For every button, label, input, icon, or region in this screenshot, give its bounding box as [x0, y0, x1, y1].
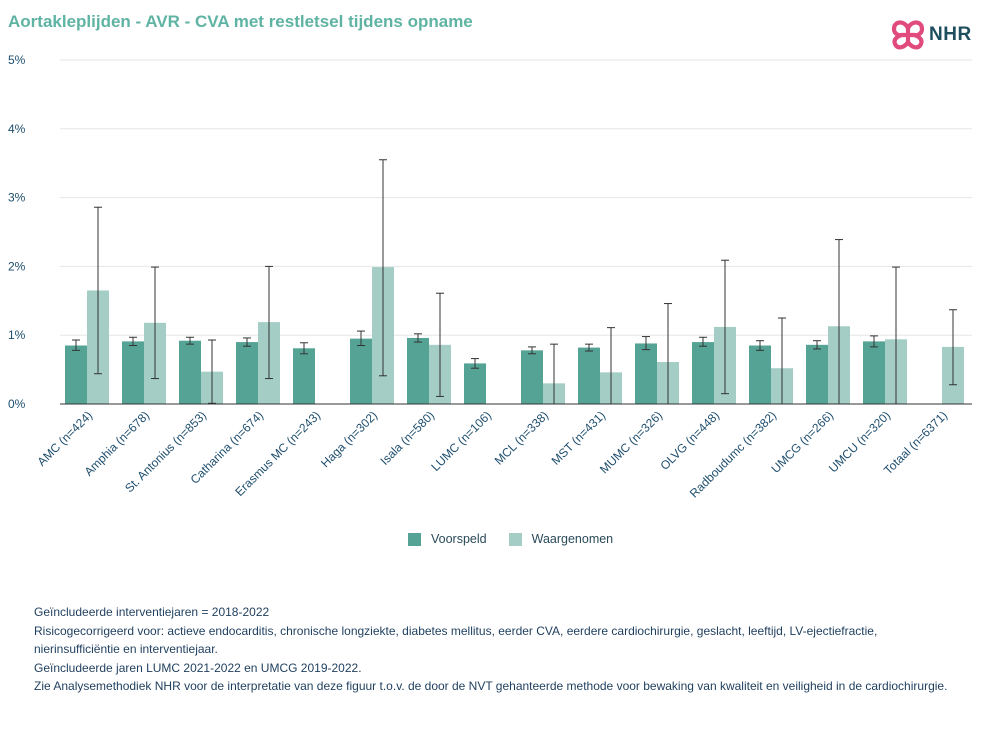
bar-voorspeld: [464, 363, 486, 404]
error-bar-voorspeld: [870, 335, 878, 348]
error-bar-voorspeld: [585, 343, 593, 352]
error-bar-waargenomen: [379, 159, 387, 377]
footnote-years: Geïncludeerde interventiejaren = 2018-20…: [34, 605, 270, 619]
error-bar-waargenomen: [151, 266, 159, 380]
bar-voorspeld: [863, 341, 885, 404]
x-tick-label: AMC (n=424): [35, 408, 96, 469]
nhr-logo[interactable]: NHR: [890, 18, 972, 52]
bar-voorspeld: [521, 350, 543, 404]
bar-voorspeld: [578, 347, 600, 404]
bar-voorspeld: [236, 342, 258, 404]
x-tick-label: Isala (n=580): [377, 408, 437, 468]
footnote-methodology: Zie Analysemethodiek NHR voor de interpr…: [34, 679, 948, 693]
chart-title: Aortakleplijden - AVR - CVA met restlets…: [8, 12, 473, 31]
legend-item-waargenomen[interactable]: Waargenomen: [508, 532, 614, 546]
y-tick-label: 2%: [8, 259, 26, 273]
error-bar-waargenomen: [436, 292, 444, 397]
error-bar-voorspeld: [243, 337, 251, 347]
error-bar-voorspeld: [72, 339, 80, 351]
y-tick-label: 0%: [8, 397, 26, 411]
error-bar-voorspeld: [129, 336, 137, 347]
x-tick-label: MST (n=431): [549, 408, 609, 468]
error-bar-waargenomen: [949, 309, 957, 386]
error-bar-waargenomen: [721, 259, 729, 395]
legend-label-voorspeld: Voorspeld: [431, 532, 487, 546]
logo-text: NHR: [929, 24, 972, 45]
error-bar-waargenomen: [208, 339, 216, 404]
footnotes: Geïncludeerde interventiejaren = 2018-20…: [34, 603, 954, 696]
error-bar-voorspeld: [357, 330, 365, 347]
error-bar-waargenomen: [265, 265, 273, 380]
error-bar-voorspeld: [699, 336, 707, 347]
x-tick-label: MCL (n=338): [492, 408, 551, 467]
bar-voorspeld: [749, 345, 771, 404]
error-bar-voorspeld: [414, 333, 422, 343]
x-tick-label: OLVG (n=448): [657, 408, 722, 473]
error-bar-voorspeld: [813, 340, 821, 350]
y-tick-label: 5%: [8, 53, 26, 67]
bar-voorspeld: [293, 348, 315, 404]
bar-voorspeld: [692, 342, 714, 404]
footnote-risk-adjustment: Risicogecorrigeerd voor: actieve endocar…: [34, 623, 878, 657]
x-tick-label: Haga (n=302): [318, 408, 380, 470]
error-bar-voorspeld: [642, 336, 650, 351]
bar-voorspeld: [806, 344, 828, 404]
legend-swatch-waargenomen: [508, 532, 522, 546]
error-bar-voorspeld: [756, 340, 764, 351]
bar-voorspeld: [122, 341, 144, 404]
error-bar-waargenomen: [94, 206, 102, 375]
error-bar-voorspeld: [528, 346, 536, 355]
bar-voorspeld: [179, 340, 201, 404]
x-tick-label: LUMC (n=106): [428, 408, 494, 474]
error-bar-voorspeld: [471, 358, 479, 369]
legend-label-waargenomen: Waargenomen: [531, 532, 614, 546]
y-tick-label: 1%: [8, 328, 26, 342]
error-bar-voorspeld: [300, 342, 308, 355]
error-bar-voorspeld: [186, 336, 194, 345]
bar-voorspeld: [350, 338, 372, 404]
nhr-heart-knot-icon: [891, 20, 925, 50]
y-tick-label: 4%: [8, 122, 26, 136]
y-tick-label: 3%: [8, 191, 26, 205]
bar-voorspeld: [407, 337, 429, 404]
legend-swatch-voorspeld: [408, 532, 421, 546]
legend-item-voorspeld[interactable]: Voorspeld: [408, 532, 487, 546]
bar-voorspeld: [635, 343, 657, 404]
chart-legend: Voorspeld Waargenomen: [408, 532, 635, 546]
bar-voorspeld: [65, 345, 87, 404]
footnote-included-years: Geïncludeerde jaren LUMC 2021-2022 en UM…: [34, 660, 362, 675]
